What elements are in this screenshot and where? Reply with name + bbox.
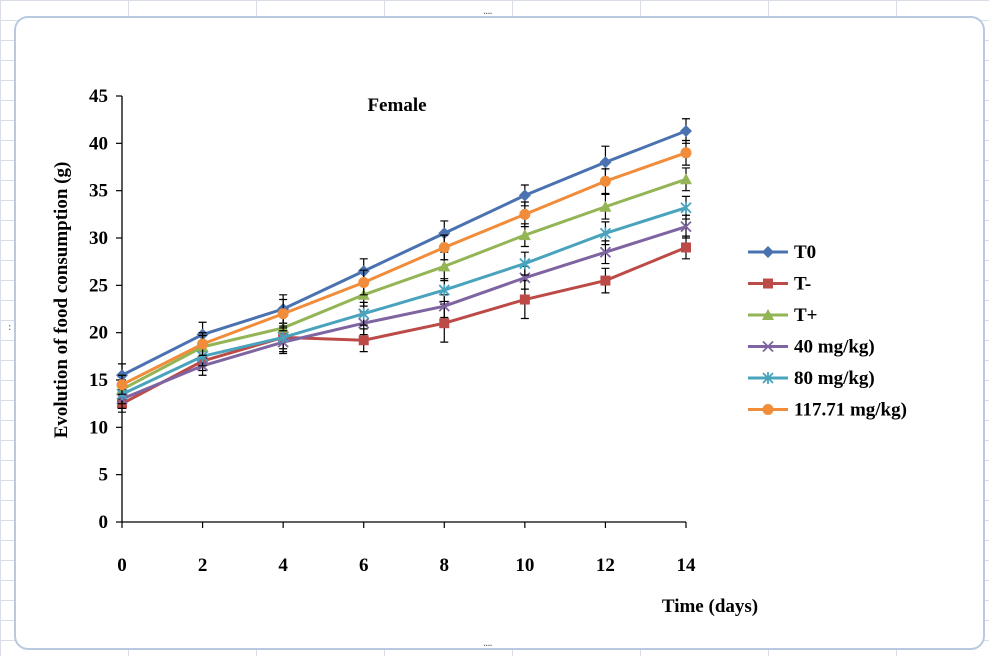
data-point	[197, 338, 209, 350]
data-point	[518, 229, 531, 241]
legend-label: T+	[794, 305, 818, 326]
legend-label: 40 mg/kg)	[794, 337, 875, 358]
legend-item: 117.71 mg/kg)	[748, 400, 907, 421]
legend-item: 80 mg/kg)	[748, 368, 875, 389]
data-point	[277, 331, 289, 344]
y-tick-label: 45	[89, 86, 108, 107]
legend-swatch-marker	[762, 372, 774, 384]
y-tick-label: 5	[99, 465, 109, 486]
data-point	[438, 227, 451, 240]
data-point	[519, 208, 531, 220]
data-point	[599, 175, 611, 187]
data-point	[358, 276, 370, 288]
data-point	[599, 227, 612, 240]
y-tick-label: 20	[89, 323, 108, 344]
legend-label: T0	[794, 242, 816, 263]
data-point	[358, 335, 369, 346]
x-axis-ticks: 0 2 4 6 8 10 12 14	[117, 522, 696, 576]
x-tick-label: 0	[117, 555, 127, 576]
y-tick-label: 25	[89, 275, 108, 296]
legend-swatch-marker	[763, 278, 773, 289]
legend-swatch-marker	[762, 246, 774, 258]
series-6	[116, 139, 692, 395]
data-point	[599, 200, 612, 212]
x-tick-label: 4	[278, 555, 288, 576]
x-tick-label: 6	[359, 555, 369, 576]
legend-swatch-marker	[762, 340, 774, 353]
x-tick-label: 14	[677, 555, 697, 576]
chart-title: Female	[367, 95, 426, 116]
y-tick-label: 10	[89, 417, 108, 438]
data-point	[680, 221, 692, 233]
chart-frame[interactable]	[14, 16, 985, 650]
data-point	[438, 241, 450, 253]
data-point	[680, 125, 692, 138]
data-point	[519, 257, 531, 270]
legend-item: 40 mg/kg)	[748, 337, 875, 358]
x-axis-title: Time (days)	[662, 596, 758, 617]
y-tick-label: 35	[89, 181, 108, 202]
axes	[121, 96, 686, 523]
data-point	[277, 308, 289, 320]
data-point	[358, 307, 370, 320]
data-point	[680, 201, 692, 214]
series-line	[121, 246, 687, 405]
data-point	[680, 147, 692, 159]
legend-swatch-marker	[762, 404, 774, 415]
x-tick-label: 10	[515, 555, 534, 576]
series-line	[121, 177, 687, 391]
y-tick-label: 15	[89, 370, 108, 391]
series-line	[121, 225, 687, 401]
legend-swatch-marker	[762, 309, 774, 320]
y-tick-label: 30	[89, 228, 108, 249]
legend-label: 117.71 mg/kg)	[794, 400, 907, 421]
data-point	[518, 189, 531, 202]
resize-handle-top[interactable]: ····	[483, 9, 493, 20]
legend-label: T-	[794, 274, 811, 295]
series-line	[121, 129, 687, 377]
data-point	[439, 318, 450, 329]
y-axis-title: Evolution of food consumption (g)	[51, 162, 72, 439]
legend: T0 T- T+ 40 mg/kg) 80 mg/kg) 117.71 mg/kg)	[748, 242, 907, 421]
data-point	[599, 246, 612, 258]
data-point	[681, 242, 691, 253]
resize-handle-left[interactable]: :	[8, 322, 11, 333]
data-point	[438, 284, 450, 297]
y-axis-ticks: 0 5 10 15 20 25 30 35 40 45	[89, 86, 122, 533]
data-point	[438, 300, 450, 312]
legend-item: T+	[748, 305, 818, 326]
data-point	[680, 173, 692, 185]
x-tick-label: 2	[198, 555, 208, 576]
series-line	[121, 206, 687, 396]
y-tick-label: 0	[99, 512, 109, 533]
series-5	[116, 195, 692, 405]
legend-item: T0	[748, 242, 816, 263]
legend-item: T-	[748, 274, 811, 295]
data-point	[519, 294, 530, 305]
x-tick-label: 12	[596, 555, 615, 576]
resize-handle-bottom[interactable]: ····	[483, 641, 493, 652]
data-point	[116, 379, 128, 391]
series-line	[121, 151, 687, 387]
legend-label: 80 mg/kg)	[794, 368, 875, 389]
data-point	[438, 260, 451, 272]
y-tick-label: 40	[89, 133, 108, 154]
x-tick-label: 8	[440, 555, 450, 576]
data-point	[599, 156, 612, 169]
data-point	[600, 275, 611, 286]
series-layer	[116, 118, 692, 413]
